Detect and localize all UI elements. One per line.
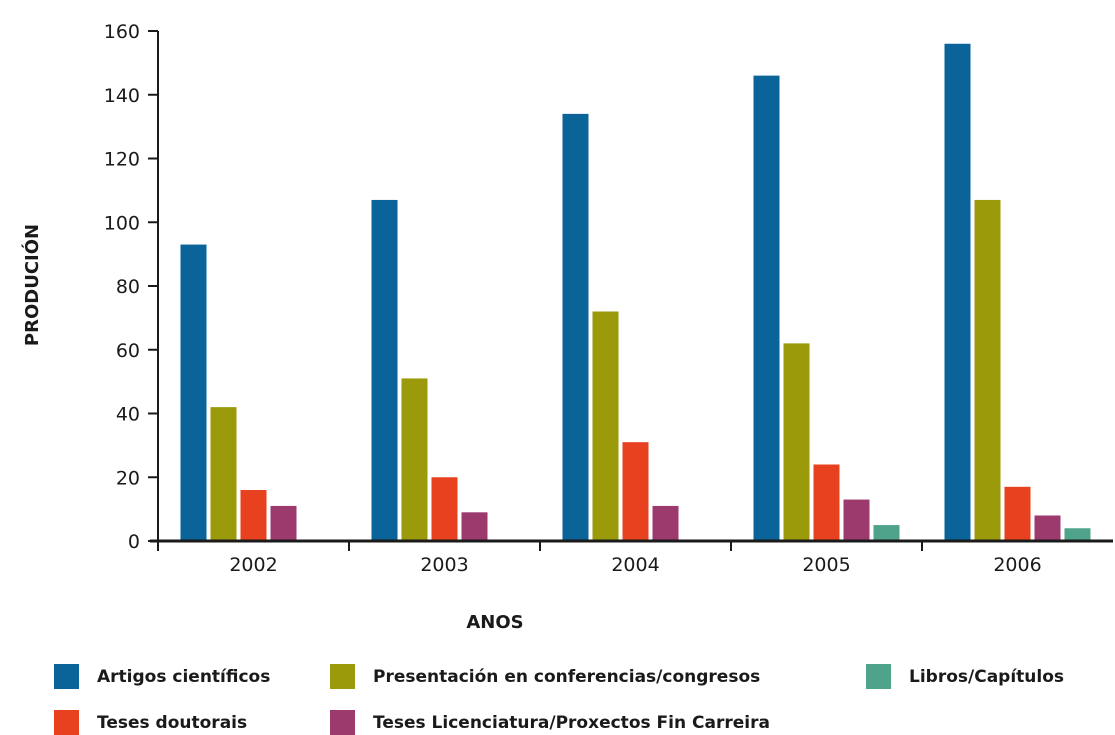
y-tick-label-120: 120	[104, 149, 140, 171]
y-tick-label-80: 80	[116, 276, 140, 298]
bar-2003-series-0	[371, 199, 398, 540]
bar-2004-series-2	[622, 442, 649, 540]
x-axis-title: ANOS	[466, 612, 523, 633]
y-axis-title: PRODUCIÓN	[21, 224, 43, 346]
bar-2005-series-0	[753, 75, 780, 540]
y-tick-label-40: 40	[116, 404, 140, 426]
y-tick-label-160: 160	[104, 21, 140, 43]
bar-2006-series-4	[1064, 528, 1091, 540]
bar-2004-series-0	[562, 113, 589, 540]
x-tick-label-2002: 2002	[229, 554, 277, 576]
x-tick-label-2006: 2006	[993, 554, 1041, 576]
bar-2003-series-1	[401, 378, 428, 540]
bar-2006-series-0	[944, 43, 971, 540]
y-tick-label-60: 60	[116, 340, 140, 362]
bar-2002-series-0	[180, 244, 207, 540]
bar-2006-series-3	[1034, 515, 1061, 540]
bar-2005-series-3	[843, 499, 870, 540]
bar-2003-series-2	[431, 477, 458, 540]
bar-2003-series-3	[461, 512, 488, 540]
y-tick-label-140: 140	[104, 85, 140, 107]
bar-2005-series-4	[873, 525, 900, 540]
bar-2004-series-1	[592, 311, 619, 540]
y-tick-label-100: 100	[104, 212, 140, 234]
x-tick-label-2005: 2005	[802, 554, 850, 576]
y-tick-label-20: 20	[116, 467, 140, 489]
bar-2005-series-2	[813, 464, 840, 540]
bars	[180, 43, 1091, 540]
bar-2004-series-3	[652, 505, 679, 540]
bar-2006-series-1	[974, 199, 1001, 540]
x-axis-ticks: 2002 2003 2004 2005 2006	[157, 541, 1042, 576]
bar-2002-series-3	[270, 505, 297, 540]
bar-2005-series-1	[783, 343, 810, 540]
bar-2002-series-1	[210, 407, 237, 540]
bar-2002-series-2	[240, 490, 267, 540]
y-tick-label-0: 0	[128, 531, 140, 553]
x-tick-label-2003: 2003	[420, 554, 468, 576]
x-tick-label-2004: 2004	[611, 554, 659, 576]
y-axis-ticks: 0 20 40 60 80 100 120 140 160	[104, 21, 158, 553]
bar-2006-series-2	[1004, 486, 1031, 540]
